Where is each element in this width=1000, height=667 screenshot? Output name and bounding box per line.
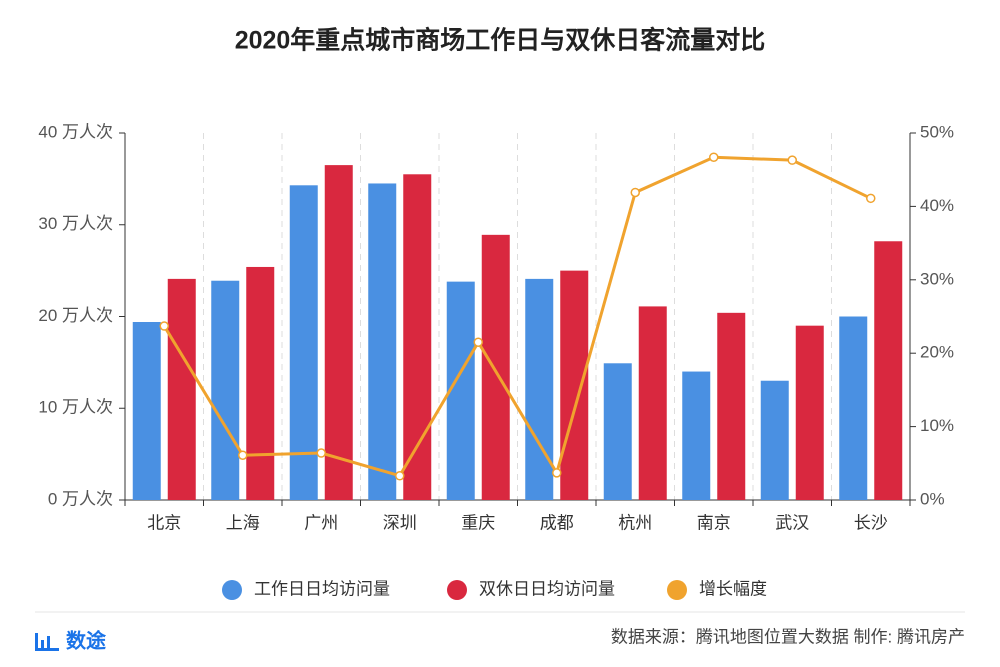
line-point [866, 193, 876, 204]
bar [603, 363, 632, 500]
chart-title: 2020年重点城市商场工作日与双休日客流量对比 [235, 26, 766, 55]
line-point [630, 187, 640, 198]
y2-tick-label: 10% [920, 416, 954, 435]
bar [638, 306, 667, 500]
legend-label: 双休日日均访问量 [479, 579, 615, 598]
bar [211, 280, 240, 500]
y2-tick-label: 40% [920, 196, 954, 215]
brand-name: 数途 [66, 628, 107, 652]
line [162, 155, 872, 478]
brand-icon [35, 633, 59, 651]
y-tick-label: 10 万人次 [38, 398, 113, 417]
y-tick-label: 0 万人次 [48, 489, 113, 508]
bar [682, 371, 711, 500]
line-point [709, 152, 719, 162]
bar [874, 241, 903, 500]
x-tick-label: 北京 [147, 513, 181, 532]
line-point [159, 321, 169, 331]
legend-marker [447, 580, 467, 600]
x-tick-label: 成都 [540, 513, 574, 532]
line-point [395, 471, 405, 481]
line-point [316, 448, 326, 458]
bar [132, 322, 161, 500]
y2-tick-label: 0% [920, 489, 945, 508]
line-point [552, 468, 562, 478]
bar [481, 234, 510, 500]
y2-tick-label: 20% [920, 343, 954, 362]
legend-marker [667, 580, 687, 600]
legend-marker [222, 580, 242, 600]
bar [560, 270, 589, 500]
bar [446, 281, 475, 500]
source-note: 数据来源：腾讯地图位置大数据 制作: 腾讯房产 [611, 627, 965, 646]
line-point [473, 337, 483, 347]
y-tick-label: 30 万人次 [38, 214, 113, 233]
x-tick-label: 武汉 [775, 513, 809, 532]
x-tick-label: 深圳 [383, 513, 417, 532]
bar [368, 183, 397, 500]
bar [795, 325, 824, 500]
bar [246, 266, 275, 500]
bar [717, 312, 746, 500]
bar [525, 278, 554, 500]
x-tick-label: 上海 [226, 513, 260, 532]
y-tick-label: 40 万人次 [38, 122, 113, 141]
x-tick-label: 长沙 [854, 513, 888, 532]
x-tick-label: 重庆 [461, 513, 495, 532]
x-tick-label: 南京 [697, 513, 731, 532]
bar [324, 165, 353, 501]
y2-tick-label: 50% [920, 122, 954, 141]
legend-label: 增长幅度 [699, 579, 767, 598]
bar [839, 316, 868, 500]
y-tick-label: 20 万人次 [38, 306, 113, 325]
legend-label: 工作日日均访问量 [254, 579, 390, 598]
bar [167, 278, 196, 500]
x-tick-label: 杭州 [618, 513, 652, 532]
bar [289, 185, 318, 501]
line-point [238, 450, 248, 460]
y2-tick-label: 30% [920, 269, 954, 288]
line-point [787, 155, 797, 165]
bar [403, 174, 432, 500]
x-tick-label: 广州 [304, 513, 338, 532]
bar [760, 380, 789, 500]
